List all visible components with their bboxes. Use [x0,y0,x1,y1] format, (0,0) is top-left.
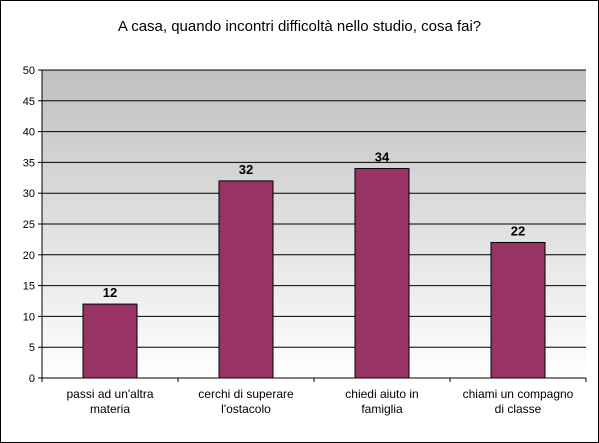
x-tick-label: cerchi di superare [198,387,294,401]
y-tick-label: 25 [23,219,35,231]
bar [354,168,410,379]
x-tick-label: passi ad un'altra [66,387,153,401]
x-tick-label: materia [90,402,130,416]
data-label: 12 [103,285,117,300]
y-tick-label: 45 [23,96,35,108]
bar [82,303,138,379]
y-tick-label: 5 [29,342,35,354]
data-label: 22 [511,223,525,238]
x-tick-label: famiglia [361,402,403,416]
y-tick-label: 20 [23,250,35,262]
y-tick-label: 15 [23,281,35,293]
bar [490,241,546,379]
y-tick-label: 10 [23,311,35,323]
x-tick-label: l'ostacolo [221,402,271,416]
data-label: 34 [375,150,390,165]
y-tick-label: 0 [29,373,35,385]
chart-title: A casa, quando incontri difficoltà nello… [117,18,482,35]
y-tick-label: 35 [23,157,35,169]
y-tick-label: 40 [23,127,35,139]
y-tick-label: 30 [23,188,35,200]
bar [218,180,274,379]
x-tick-label: di classe [495,402,542,416]
data-label: 32 [239,162,253,177]
x-tick-label: chiedi aiuto in [345,387,418,401]
x-tick-label: chiami un compagno [463,387,574,401]
y-tick-label: 50 [23,65,35,77]
